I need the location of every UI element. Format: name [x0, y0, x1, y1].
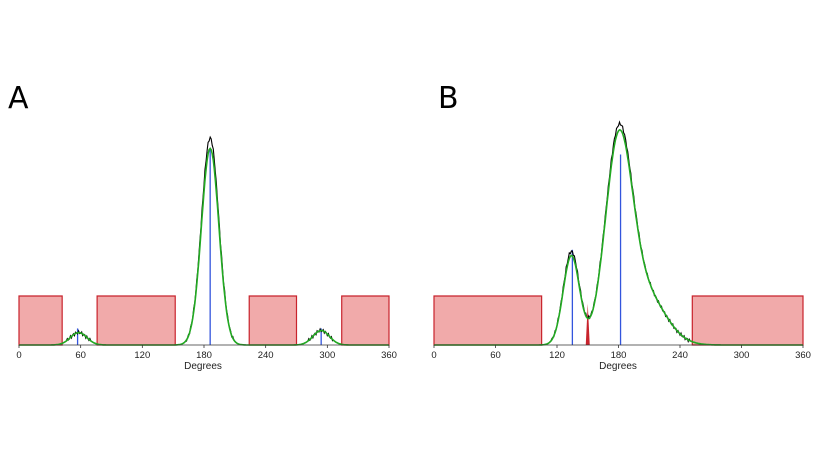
masked-regions-a [18, 295, 390, 346]
x-tick-label-a-300: 300 [319, 350, 335, 361]
series-lines-a [19, 135, 389, 346]
masked-region-a-4 [341, 295, 390, 346]
x-tick-label-a-60: 60 [75, 350, 86, 361]
masked-region-a-2 [96, 295, 176, 346]
x-tick-label-a-120: 120 [134, 350, 150, 361]
x-axis-b: 0 60 120 180 240 300 360 [431, 344, 811, 361]
x-tick-label-b-300: 300 [734, 350, 750, 361]
sticks-b [571, 154, 622, 345]
series-green-line-a [19, 147, 389, 346]
x-tick-label-b-60: 60 [490, 350, 501, 361]
series-black-line-a [19, 135, 389, 346]
masked-region-a-3 [248, 295, 298, 346]
x-tick-label-b-360: 360 [795, 350, 811, 361]
chart-panel-b: 0 60 120 180 240 300 360 Degrees [431, 120, 811, 372]
x-tick-label-b-0: 0 [431, 350, 436, 361]
red-spike-b-1 [585, 303, 590, 345]
x-axis-label-b: Degrees [599, 361, 637, 372]
masked-region-b-1 [433, 295, 543, 346]
masked-regions-b [433, 295, 804, 346]
x-tick-label-a-0: 0 [16, 350, 21, 361]
x-tick-label-b-240: 240 [672, 350, 688, 361]
masked-region-b-2 [691, 295, 804, 346]
x-tick-label-a-240: 240 [258, 350, 274, 361]
x-tick-label-b-180: 180 [611, 350, 627, 361]
panel-label-b: B [438, 81, 459, 116]
x-axis-label-a: Degrees [184, 361, 222, 372]
x-tick-label-a-360: 360 [381, 350, 397, 361]
masked-region-a-1 [18, 295, 63, 346]
panel-label-a: A [8, 81, 29, 116]
x-tick-label-a-180: 180 [196, 350, 212, 361]
chart-panel-a: 0 60 120 180 240 300 360 Degrees [16, 135, 397, 372]
x-tick-label-b-120: 120 [549, 350, 565, 361]
x-axis-a: 0 60 120 180 240 300 360 [16, 344, 397, 361]
